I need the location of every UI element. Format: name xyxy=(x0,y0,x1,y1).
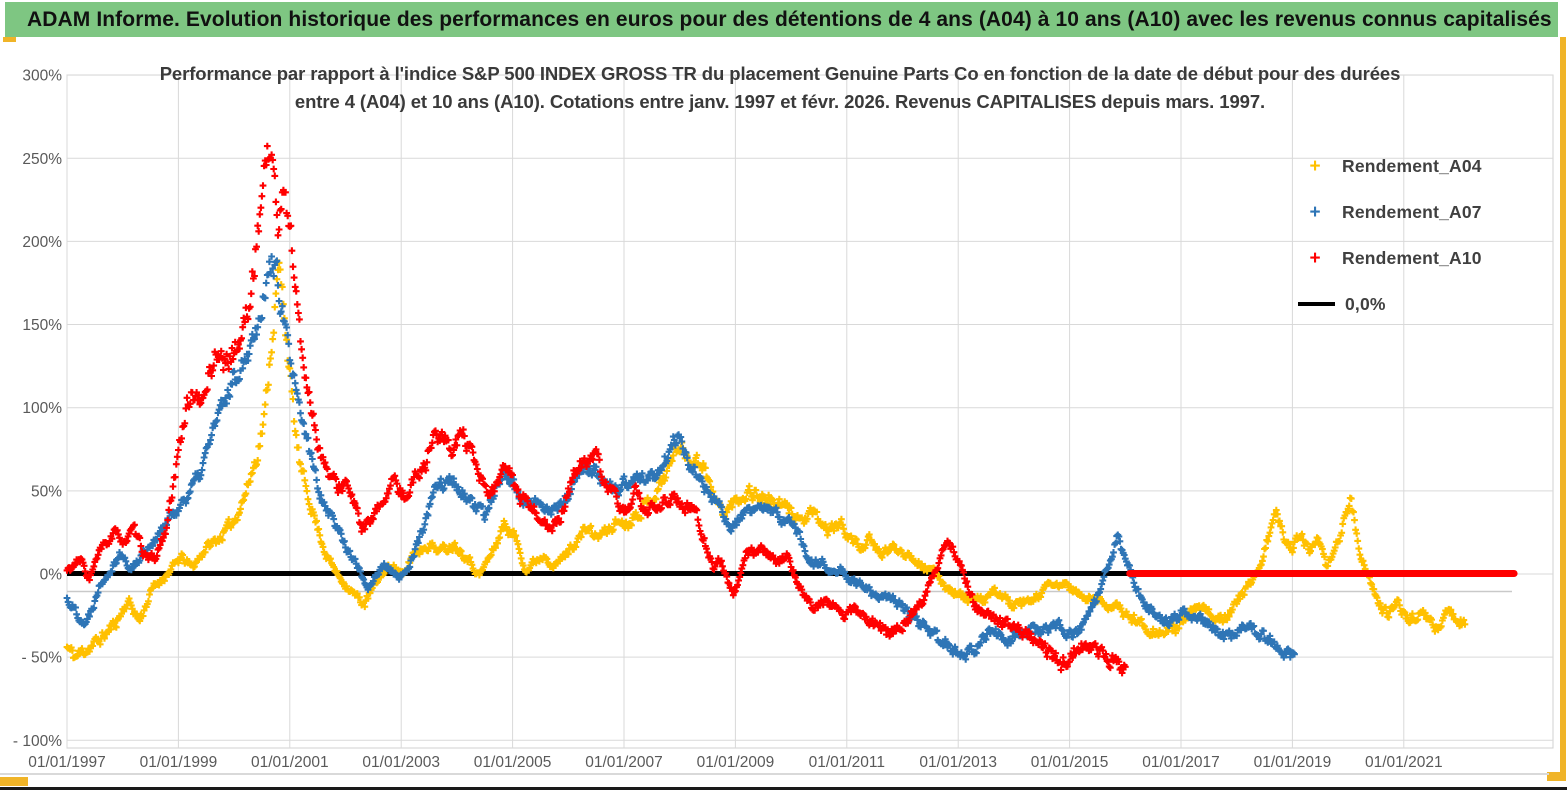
x-axis-label: 01/01/1999 xyxy=(140,754,218,771)
gold-accent-bottom-right xyxy=(1547,772,1566,781)
y-axis-label: 200% xyxy=(22,234,62,251)
y-axis-label: - 50% xyxy=(22,650,63,667)
chart-title: Performance par rapport à l'indice S&P 5… xyxy=(90,60,1470,116)
y-axis-label: 150% xyxy=(22,317,62,334)
y-axis-label: 50% xyxy=(31,483,62,500)
chart-legend: + Rendement_A04 + Rendement_A07 + Rendem… xyxy=(1298,143,1508,327)
legend-item-rendement-a04[interactable]: + Rendement_A04 xyxy=(1298,143,1508,189)
x-axis-label: 01/01/2005 xyxy=(474,754,552,771)
plus-marker-icon-a04: + xyxy=(1309,155,1321,177)
legend-item-rendement-a10[interactable]: + Rendement_A10 xyxy=(1298,235,1508,281)
gold-accent-bottom-left xyxy=(0,777,28,786)
x-axis-label: 01/01/2021 xyxy=(1365,754,1443,771)
x-axis-label: 01/01/2003 xyxy=(362,754,440,771)
series-points-rendement_a04 xyxy=(63,259,1469,662)
series-points-rendement_a10 xyxy=(63,142,1129,677)
header-bar: ADAM Informe. Evolution historique des p… xyxy=(5,2,1558,37)
x-axis-label: 01/01/2007 xyxy=(585,754,663,771)
gold-accent-right-border xyxy=(1560,37,1566,780)
x-axis-label: 01/01/2009 xyxy=(697,754,775,771)
legend-label-zero: 0,0% xyxy=(1345,293,1386,314)
x-axis-label: 01/01/2019 xyxy=(1254,754,1332,771)
legend-label-a04: Rendement_A04 xyxy=(1342,155,1482,176)
x-axis-label: 01/01/2017 xyxy=(1142,754,1220,771)
plus-marker-icon-a10: + xyxy=(1309,247,1321,269)
x-axis-label: 01/01/1997 xyxy=(28,754,106,771)
chart-title-line2: entre 4 (A04) et 10 ans (A10). Cotations… xyxy=(294,91,1266,112)
legend-item-rendement-a07[interactable]: + Rendement_A07 xyxy=(1298,189,1508,235)
legend-label-a10: Rendement_A10 xyxy=(1342,247,1482,268)
y-axis-label: 100% xyxy=(22,400,62,417)
legend-item-zero-line[interactable]: 0,0% xyxy=(1298,281,1508,327)
plus-marker-icon-a07: + xyxy=(1309,201,1321,223)
y-axis-label: - 100% xyxy=(13,733,62,750)
y-axis-label: 300% xyxy=(22,68,62,85)
zero-line-swatch-icon xyxy=(1298,301,1335,307)
chart-object-bottom-border xyxy=(0,773,1549,775)
series-points-rendement_a07 xyxy=(63,253,1298,663)
x-axis-label: 01/01/2015 xyxy=(1031,754,1109,771)
chart-title-line1: Performance par rapport à l'indice S&P 5… xyxy=(159,63,1401,84)
bottom-black-bar xyxy=(0,787,1567,790)
y-axis-label: 0% xyxy=(40,567,63,584)
x-axis-label: 01/01/2013 xyxy=(919,754,997,771)
y-axis-label: 250% xyxy=(22,151,62,168)
x-axis-label: 01/01/2011 xyxy=(809,754,885,771)
x-axis-label: 01/01/2001 xyxy=(251,754,329,771)
legend-label-a07: Rendement_A07 xyxy=(1342,201,1482,222)
gold-accent-top-left xyxy=(3,37,16,42)
header-title: ADAM Informe. Evolution historique des p… xyxy=(27,7,1552,31)
